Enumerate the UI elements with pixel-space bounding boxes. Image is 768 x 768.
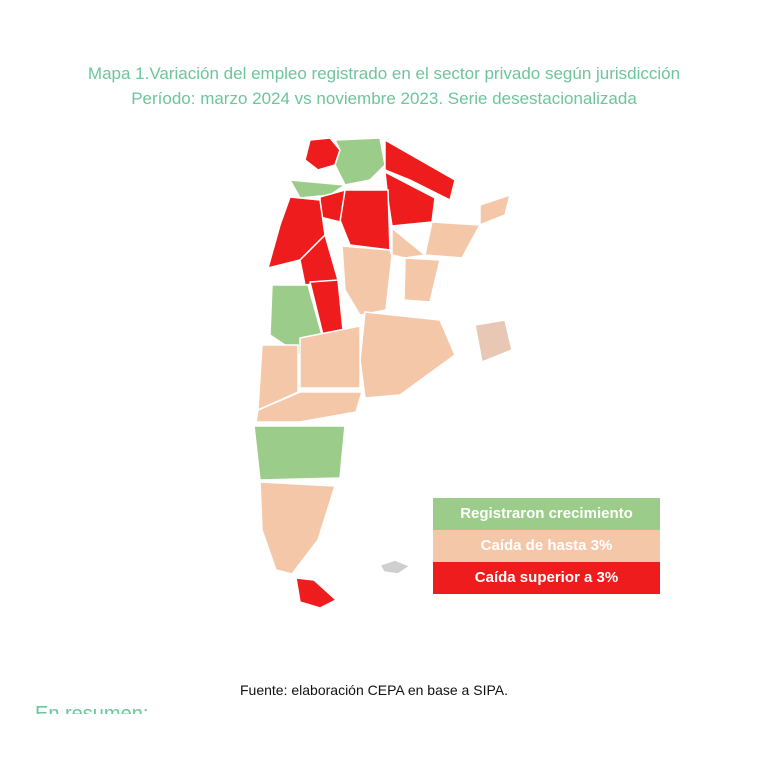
province [295, 577, 338, 609]
province [259, 481, 337, 575]
province [391, 226, 427, 259]
province [424, 221, 482, 259]
province [384, 138, 456, 202]
source: Fuente: elaboración CEPA en base a SIPA. [240, 682, 508, 698]
province [339, 189, 391, 251]
province [403, 257, 441, 303]
province [257, 344, 299, 412]
legend-item: Caída de hasta 3% [433, 530, 660, 562]
province [299, 325, 361, 389]
neighbor-country [474, 319, 513, 364]
province [333, 137, 386, 186]
title-line: Mapa 1.Variación del empleo registrado e… [87, 64, 681, 83]
title-line: Período: marzo 2024 vs noviembre 2023. S… [131, 89, 637, 108]
island [378, 559, 412, 575]
legend-item: Caída superior a 3% [433, 562, 660, 594]
province [359, 311, 456, 399]
province [255, 391, 364, 423]
province [341, 245, 393, 316]
province [479, 193, 512, 227]
legend-item: Registraron crecimiento [433, 498, 660, 530]
province [253, 425, 346, 481]
section-heading: En resumen: [35, 703, 149, 714]
